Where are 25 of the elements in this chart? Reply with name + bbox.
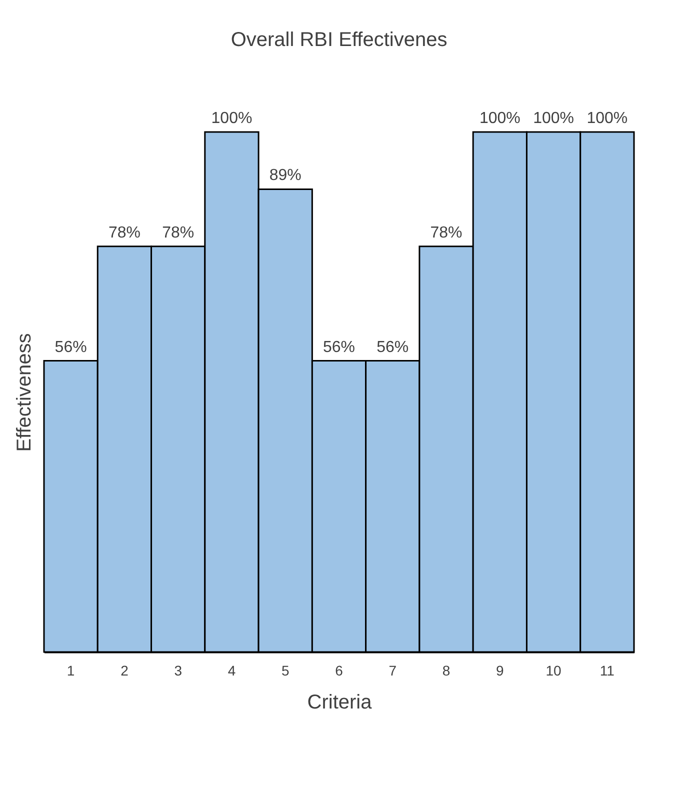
x-tick-label: 1 bbox=[66, 662, 75, 678]
x-tick-label: 8 bbox=[442, 662, 450, 678]
x-tick-label: 4 bbox=[228, 662, 236, 678]
data-label: 100% bbox=[586, 110, 628, 127]
y-axis-title: Effectiveness bbox=[14, 333, 36, 452]
chart-title: Overall RBI Effectivenes bbox=[230, 29, 448, 51]
x-tick-label: 5 bbox=[281, 662, 290, 678]
x-tick-label: 6 bbox=[335, 662, 344, 678]
data-label: 100% bbox=[211, 110, 252, 127]
data-label: 78% bbox=[162, 224, 194, 242]
data-label: 89% bbox=[269, 167, 302, 184]
data-label: 100% bbox=[533, 110, 574, 127]
data-label: 78% bbox=[108, 224, 140, 242]
x-tick-label: 10 bbox=[546, 662, 562, 678]
data-label: 56% bbox=[376, 338, 409, 356]
x-tick-label: 7 bbox=[388, 662, 397, 678]
data-label: 56% bbox=[322, 338, 356, 356]
x-tick-label: 9 bbox=[496, 662, 504, 678]
x-tick-label: 2 bbox=[120, 662, 129, 678]
x-tick-label: 11 bbox=[600, 662, 615, 678]
data-label: 56% bbox=[54, 338, 87, 356]
x-tick-label: 3 bbox=[174, 662, 182, 678]
x-axis-title: Criteria bbox=[307, 692, 373, 714]
data-label: 78% bbox=[430, 224, 462, 242]
data-label: 100% bbox=[479, 110, 520, 127]
